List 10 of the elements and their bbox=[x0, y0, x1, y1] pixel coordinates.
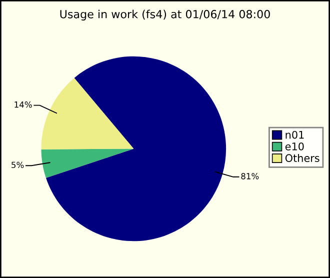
chart-title: Usage in work (fs4) at 01/06/14 08:00 bbox=[60, 10, 270, 20]
data-label: 14% bbox=[14, 101, 32, 108]
data-label: 5% bbox=[12, 162, 24, 168]
legend-label: e10 bbox=[285, 142, 304, 150]
legend-label: Others bbox=[285, 154, 320, 162]
pie-slice bbox=[41, 78, 134, 150]
pie-slice bbox=[41, 148, 134, 178]
data-label: 81% bbox=[241, 173, 259, 180]
legend-label: n01 bbox=[286, 130, 304, 139]
pie-slice bbox=[46, 56, 226, 242]
